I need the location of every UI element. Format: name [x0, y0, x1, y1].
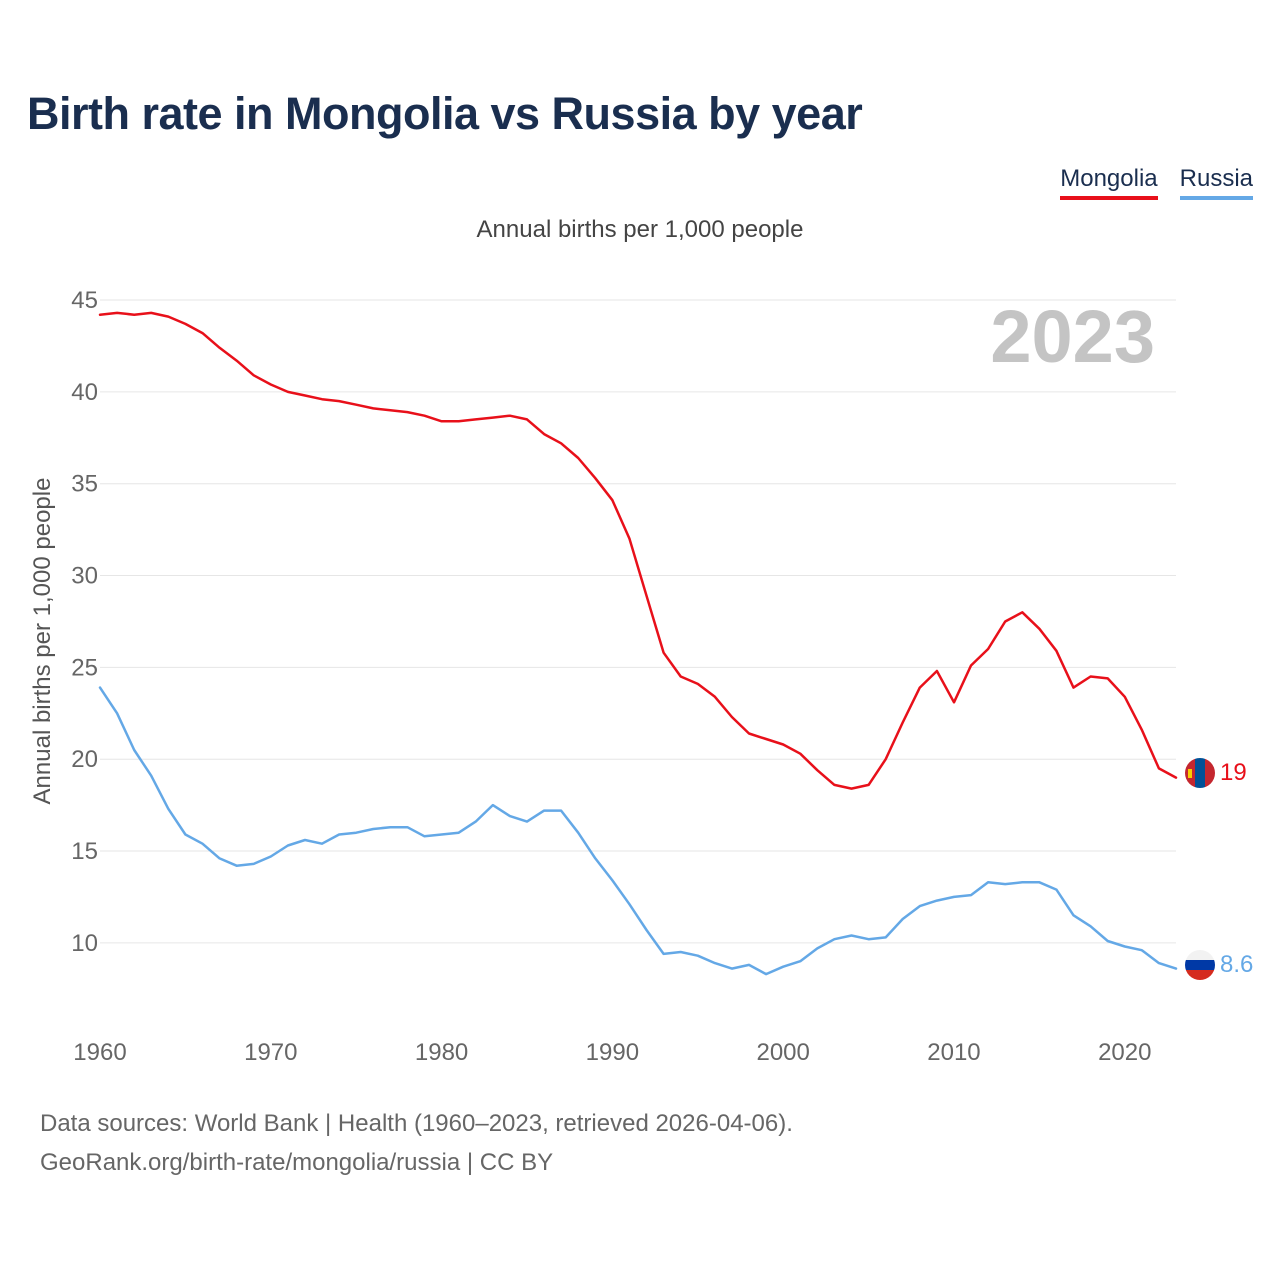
- attribution-link[interactable]: GeoRank.org/birth-rate/mongolia/russia |…: [40, 1149, 554, 1176]
- chart-legend: Mongolia Russia: [1060, 164, 1253, 200]
- y-tick-label-35: 35: [71, 471, 98, 498]
- mongolia-flag-icon: [1185, 758, 1215, 788]
- y-axis-ticks: 10 15 20 25 30 35 40 45: [71, 287, 98, 957]
- end-label-mongolia: 19: [1220, 759, 1247, 786]
- series: [98, 311, 1178, 976]
- x-tick-label-2000: 2000: [756, 1039, 809, 1066]
- chart-subtitle: Annual births per 1,000 people: [476, 216, 804, 243]
- x-tick-label-1980: 1980: [415, 1039, 468, 1066]
- chart-footer: Data sources: World Bank | Health (1960–…: [40, 1104, 793, 1182]
- y-tick-label-45: 45: [71, 287, 98, 314]
- y-tick-label-25: 25: [71, 654, 98, 681]
- x-tick-label-1970: 1970: [244, 1039, 297, 1066]
- x-tick-label-2020: 2020: [1098, 1039, 1151, 1066]
- x-tick-label-1990: 1990: [586, 1039, 639, 1066]
- y-tick-label-20: 20: [71, 746, 98, 773]
- series-line-russia[interactable]: [98, 686, 1178, 976]
- gridlines: [100, 299, 1176, 944]
- y-tick-label-30: 30: [71, 563, 98, 590]
- russia-flag-icon: [1185, 950, 1215, 980]
- end-label-russia: 8.6: [1220, 951, 1253, 978]
- y-tick-label-40: 40: [71, 379, 98, 406]
- legend-item-mongolia[interactable]: Mongolia: [1060, 164, 1158, 200]
- y-tick-label-15: 15: [71, 838, 98, 865]
- data-source-note: Data sources: World Bank | Health (1960–…: [40, 1110, 793, 1137]
- year-watermark: 2023: [990, 295, 1155, 378]
- series-line-mongolia[interactable]: [98, 311, 1178, 790]
- x-tick-label-2010: 2010: [927, 1039, 980, 1066]
- legend-item-russia[interactable]: Russia: [1179, 164, 1253, 200]
- x-tick-label-1960: 1960: [73, 1039, 126, 1066]
- page-title: Birth rate in Mongolia vs Russia by year: [27, 88, 863, 139]
- x-axis-ticks: 1960 1970 1980 1990 2000 2010 2020: [73, 1039, 1151, 1066]
- y-axis-label: Annual births per 1,000 people: [29, 478, 56, 805]
- y-tick-label-10: 10: [71, 930, 98, 957]
